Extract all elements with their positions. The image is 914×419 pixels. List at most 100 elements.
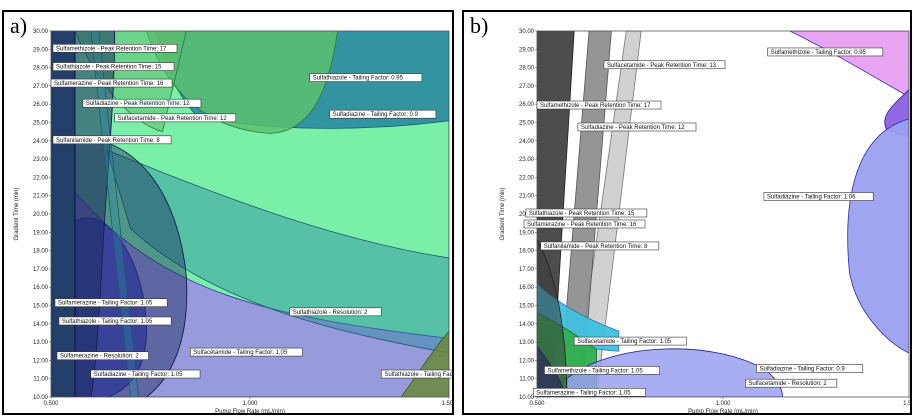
contour-label-box [540,241,660,251]
contour-label-box [756,364,864,373]
y-tick-label: 23.00 [33,157,49,163]
contour-label: Sulfathiazole - Resolution: 2 [293,310,368,316]
contour-region [106,149,449,354]
x-tick-label: 1.000 [715,401,731,407]
y-tick-label: 11.00 [519,377,534,383]
x-tick-label: 1.500 [441,401,452,407]
contour-label: Sulfadiazine - Tailing Factor: 0.9 [759,367,845,373]
y-tick-label: 10.00 [519,395,535,401]
y-tick-label: 16.00 [519,285,535,291]
y-tick-label: 26.00 [519,102,535,108]
contour-region [74,190,449,397]
contour-label: Sulfacetamide - Resolution: 2 [748,381,827,387]
contour-label: Sulfamerazine - Resolution: 2 [60,354,139,360]
contour-label-box [309,73,423,82]
y-tick-label: 21.00 [33,194,49,200]
contour-label: Sulfamethizole - Tailing Factor: 1.05 [547,368,643,374]
contour-label: Sulfanilamide - Peak Retention Time: 8 [544,244,648,250]
y-tick-label: 23.00 [519,157,535,163]
y-tick-label: 26.00 [33,102,49,108]
contour-label: Sulfathiazole - Tailing Factor: 1.05 [62,319,153,325]
y-tick-label: 12.00 [33,358,49,364]
contour-label-box [82,98,202,108]
contour-label-box [50,78,173,88]
y-tick-label: 12.00 [519,358,535,364]
contour-label-box [525,208,648,218]
contour-label: Sulfadiazine - Tailing Factor: 0.9 [333,112,419,118]
contour-region [74,136,188,397]
y-tick-label: 17.00 [519,267,535,273]
chart-b: 10.00 11.00 12.00 13.00 14.00 15.00 16.00 17.00… [500,29,910,413]
y-tick-label: 17.00 [33,267,49,273]
contour-label-box [54,298,168,307]
contour-label-box [544,366,660,375]
y-tick-label: 10.00 [33,395,49,401]
y-tick-label: 30.00 [519,29,535,35]
y-tick-label: 19.00 [519,230,535,236]
contour-label-box [52,43,178,53]
contour-label: Sulfathiazole - Tailing Factor: 1.05 [384,372,452,378]
contour-label-box [381,369,452,379]
contour-label: Sulfadiazine - Peak Retention Time: 12 [581,125,685,131]
y-tick-label: 21.00 [519,194,535,200]
contour-label-box [289,307,382,317]
y-tick-label: 18.00 [519,249,535,255]
contour-label: Sulfacetamide - Tailing Factor: 1.05 [193,350,288,356]
contour-label-box [52,62,175,71]
contour-label-box [90,369,201,379]
contour-region [566,348,783,397]
y-tick-label: 28.00 [33,66,49,72]
contour-label: Sulfacetamide - Peak Retention Time: 12 [118,116,228,122]
contour-label-box [523,219,646,229]
contour-label-box [767,47,884,57]
y-tick-label: 19.00 [33,230,49,236]
y-tick-label: 24.00 [33,139,49,145]
y-tick-label: 27.00 [33,84,49,90]
contour-label-box [745,378,838,388]
y-tick-label: 18.00 [33,249,49,255]
contour-label-box [58,316,172,326]
contour-label-box [573,336,687,346]
y-tick-label: 15.00 [33,304,49,310]
contour-label-box [536,100,662,110]
chart-panel-a: a) 10.00 11.00 12.00 13.00 14.00 15.00 16.00 17… [2,10,454,415]
panel-letter: a) [8,14,32,38]
contour-label-box [52,135,172,145]
contour-label: Sulfadiazine - Peak Retention Time: 12 [86,101,190,107]
y-tick-label: 27.00 [519,84,535,90]
y-tick-label: 30.00 [33,29,49,35]
contour-region [847,118,909,354]
contour-label: Sulfadiazine - Tailing Factor: 1.05 [94,372,183,378]
contour-label: Sulfacetamide - Peak Retention Time: 13 [607,63,717,69]
y-tick-label: 25.00 [33,121,49,127]
y-axis-label: Gradient Time (min) [500,187,506,240]
y-tick-label: 11.00 [33,377,48,383]
y-axis-label: Gradient Time (min) [14,187,20,240]
contour-label: Sulfamethizole - Peak Retention Time: 17 [56,46,167,52]
y-tick-label: 22.00 [519,175,535,181]
y-tick-label: 29.00 [519,47,535,53]
y-tick-label: 24.00 [519,139,535,145]
contour-label-box [577,122,697,132]
y-tick-label: 15.00 [519,304,535,310]
panel-letter: b) [468,14,493,38]
contour-label-box [763,192,874,201]
chart-a: 10.00 11.00 12.00 13.00 14.00 15.00 16.00 17.00… [14,29,452,413]
x-tick-label: 1.000 [242,401,258,407]
contour-label: Sulfamerazine - Peak Retention Time: 16 [54,81,164,87]
contour-region [146,31,338,134]
contour-label-box [114,113,237,123]
contour-label: Sulfathiazole - Tailing Factor: 0.95 [313,76,404,82]
contour-label-box [532,388,646,397]
x-tick-label: 0.500 [529,401,545,407]
x-tick-label: 1.50 [903,401,910,407]
x-tick-label: 0.500 [43,401,59,407]
x-axis-label: Pump Flow Rate (mL/min) [688,409,758,413]
y-tick-label: 22.00 [33,175,49,181]
contour-label: Sulfamethizole - Tailing Factor: 0.95 [771,50,867,56]
contour-label-box [190,347,303,357]
contour-label-box [603,60,726,70]
contour-label: Sulfamerazine - Peak Retention Time: 16 [527,222,637,228]
contour-label: Sulfamethizole - Peak Retention Time: 17 [540,103,651,109]
contour-label: Sulfamerazine - Tailing Factor: 1.05 [536,390,631,396]
